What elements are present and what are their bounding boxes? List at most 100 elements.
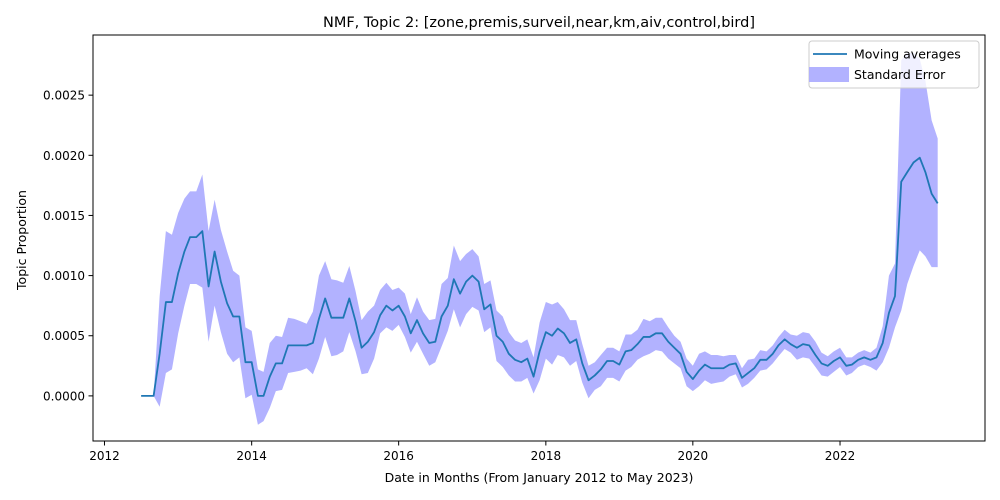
legend: Moving averages Standard Error bbox=[808, 40, 980, 89]
x-tick-label: 2012 bbox=[89, 449, 120, 463]
data-point: Apr 2022: 0.0003 bbox=[857, 358, 860, 361]
data-point: Sep 2022: 0.00069 bbox=[888, 311, 891, 314]
x-tick-label: 2014 bbox=[236, 449, 267, 463]
data-point: Feb 2017: 0.00095 bbox=[477, 280, 480, 283]
data-point: Jun 2018: 0.00047 bbox=[575, 338, 578, 341]
data-point: Aug 2015: 0.00045 bbox=[366, 340, 369, 343]
legend-label-moving-averages: Moving averages bbox=[854, 47, 961, 62]
plot-area: Jul 2012: 0Aug 2012: 0Sep 2012: 0 Oct 201… bbox=[92, 34, 986, 442]
data-point: Dec 2017: 0.00037 bbox=[538, 350, 541, 353]
data-point: Dec 2014: 0.00064 bbox=[318, 318, 321, 321]
data-point: Nov 2014: 0.00044 bbox=[311, 342, 314, 345]
data-point: Sep 2019: 0.00045 bbox=[667, 340, 670, 343]
data-point: Nov 2016: 0.00085 bbox=[459, 292, 462, 295]
data-point: Jul 2015: 0.0004 bbox=[360, 346, 363, 349]
data-point: Oct 2017: 0.00031 bbox=[526, 357, 529, 360]
data-point: Jul 2013: 0.0012 bbox=[213, 250, 216, 253]
data-point: Apr 2023: 0.00168 bbox=[930, 192, 933, 195]
legend-frame bbox=[808, 40, 980, 89]
data-point: Feb 2021: 0.00035 bbox=[771, 352, 774, 355]
x-tick-label: 2022 bbox=[825, 449, 856, 463]
data-point: Dec 2022: 0.00186 bbox=[906, 171, 909, 174]
data-point: Apr 2020: 0.00023 bbox=[710, 367, 713, 370]
data-point: Dec 2016: 0.00095 bbox=[465, 280, 468, 283]
x-tick-label: 2018 bbox=[531, 449, 562, 463]
data-point: Sep 2013: 0.00077 bbox=[226, 302, 229, 305]
data-point: Jul 2017: 0.00035 bbox=[507, 352, 510, 355]
data-point: Mar 2023: 0.00186 bbox=[924, 171, 927, 174]
data-point: Jan 2018: 0.00053 bbox=[544, 331, 547, 334]
data-point: Apr 2015: 0.00065 bbox=[342, 316, 345, 319]
data-point: Dec 2012: 0.00078 bbox=[171, 301, 174, 304]
data-point: Apr 2013: 0.00132 bbox=[195, 236, 198, 239]
data-point: Sep 2015: 0.00053 bbox=[373, 331, 376, 334]
data-point: May 2015: 0.00081 bbox=[348, 297, 351, 300]
data-point: Aug 2019: 0.00052 bbox=[661, 332, 664, 335]
data-point: Nov 2019: 0.00035 bbox=[679, 352, 682, 355]
data-point: Apr 2021: 0.00047 bbox=[783, 338, 786, 341]
y-axis: 0.0000 0.0005 0.0010 0.0015 0.0020 0.0025 bbox=[43, 89, 93, 403]
data-point: Nov 2012: 0.00078 bbox=[164, 301, 167, 304]
data-point: Jul 2019: 0.00052 bbox=[654, 332, 657, 335]
data-point: Feb 2014: 0 bbox=[257, 394, 260, 397]
data-point: Feb 2016: 0.00066 bbox=[404, 315, 407, 318]
data-point: Dec 2019: 0.0002 bbox=[685, 370, 688, 373]
x-axis: 2012 2014 2016 2018 2020 2022 bbox=[89, 441, 855, 463]
data-point: Oct 2014: 0.00042 bbox=[305, 344, 308, 347]
data-point: Apr 2014: 0.00016 bbox=[268, 375, 271, 378]
data-point: Jan 2022: 0.00032 bbox=[839, 356, 842, 359]
y-tick-label: 0.0005 bbox=[43, 329, 85, 343]
data-point: Feb 2022: 0.00025 bbox=[845, 364, 848, 367]
data-point: Jan 2020: 0.00014 bbox=[691, 378, 694, 381]
data-point: Jun 2014: 0.00027 bbox=[281, 362, 284, 365]
data-point: Sep 2020: 0.00015 bbox=[741, 376, 744, 379]
data-point: Mar 2013: 0.00132 bbox=[189, 236, 192, 239]
data-point: Sep 2017: 0.00028 bbox=[520, 361, 523, 364]
moving-average-line bbox=[141, 156, 939, 397]
data-point: Aug 2018: 0.00013 bbox=[587, 379, 590, 382]
data-point: Mar 2022: 0.00026 bbox=[851, 363, 854, 366]
data-point: Feb 2013: 0.0012 bbox=[183, 250, 186, 253]
data-point: Jan 2023: 0.00194 bbox=[912, 161, 915, 164]
data-point: Jan 2021: 0.0003 bbox=[765, 358, 768, 361]
data-point: Jun 2021: 0.0004 bbox=[796, 346, 799, 349]
data-point: Aug 2020: 0.00027 bbox=[734, 362, 737, 365]
y-axis-label: Topic Proportion bbox=[14, 190, 29, 291]
data-point: Nov 2018: 0.00029 bbox=[606, 360, 609, 363]
data-point: May 2021: 0.00043 bbox=[789, 343, 792, 346]
data-point: Jul 2018: 0.00027 bbox=[581, 362, 584, 365]
data-point: Oct 2015: 0.00067 bbox=[379, 314, 382, 317]
data-point: Nov 2022: 0.00178 bbox=[900, 180, 903, 183]
data-point: Sep 2016: 0.00075 bbox=[446, 304, 449, 307]
data-point: Jan 2016: 0.00075 bbox=[397, 304, 400, 307]
data-point: Feb 2019: 0.00037 bbox=[624, 350, 627, 353]
data-point: Oct 2020: 0.00019 bbox=[747, 372, 750, 375]
data-point: Jul 2016: 0.00045 bbox=[434, 340, 437, 343]
data-point: Apr 2017: 0.00076 bbox=[489, 303, 492, 306]
data-point: Sep 2012: 0 bbox=[152, 394, 155, 397]
data-point: Nov 2017: 0.00016 bbox=[532, 375, 535, 378]
x-axis-label: Date in Months (From January 2012 to May… bbox=[385, 470, 694, 485]
data-point: Jun 2016: 0.00044 bbox=[428, 342, 431, 345]
data-point: Aug 2012: 0 bbox=[146, 394, 149, 397]
data-point: Feb 2023: 0.00198 bbox=[918, 156, 921, 159]
data-point: Aug 2021: 0.00042 bbox=[808, 344, 811, 347]
data-point: Jul 2022: 0.00032 bbox=[875, 356, 878, 359]
data-point: May 2019: 0.00049 bbox=[642, 336, 645, 339]
data-point: May 2016: 0.00052 bbox=[422, 332, 425, 335]
axes-frame bbox=[92, 34, 986, 442]
data-point: Jun 2017: 0.00045 bbox=[501, 340, 504, 343]
data-point: Mar 2015: 0.00065 bbox=[336, 316, 339, 319]
data-point: Nov 2021: 0.00025 bbox=[826, 364, 829, 367]
data-point: Aug 2013: 0.00095 bbox=[219, 280, 222, 283]
data-point: Aug 2016: 0.00066 bbox=[440, 315, 443, 318]
data-point: Feb 2015: 0.00065 bbox=[330, 316, 333, 319]
y-tick-label: 0.0010 bbox=[43, 269, 85, 283]
data-point: Aug 2014: 0.00042 bbox=[293, 344, 296, 347]
data-point: Mar 2018: 0.00056 bbox=[556, 327, 559, 330]
data-point: Aug 2022: 0.00044 bbox=[881, 342, 884, 345]
data-point: Nov 2015: 0.00075 bbox=[385, 304, 388, 307]
data-point: Jan 2019: 0.00026 bbox=[618, 363, 621, 366]
data-point: Jun 2013: 0.00091 bbox=[207, 285, 210, 288]
